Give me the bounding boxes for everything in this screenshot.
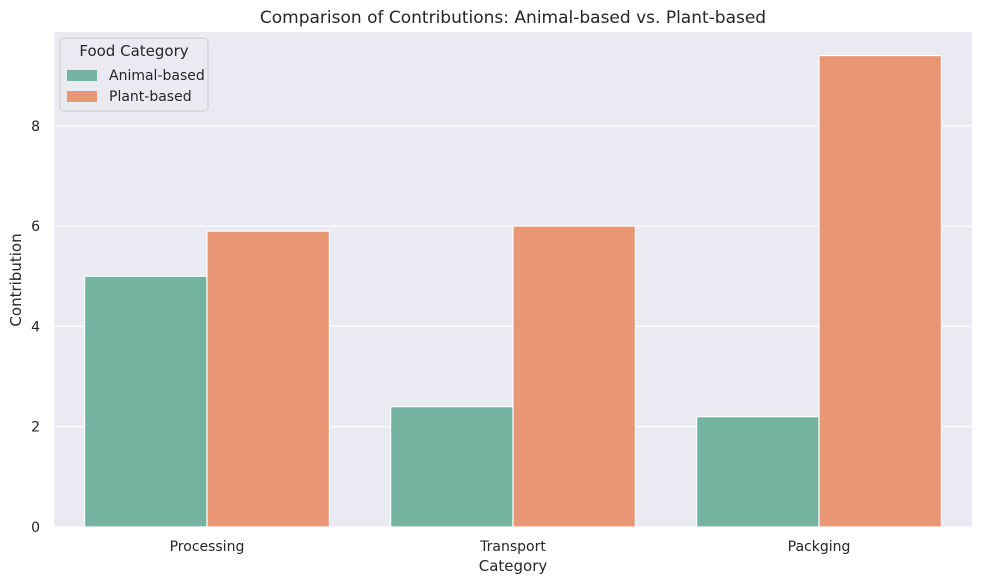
y-tick-label: 0 <box>31 520 40 536</box>
bar-animal-based-processing <box>83 275 208 528</box>
legend-label-plant-based: Plant-based <box>109 89 192 105</box>
y-tick-label: 6 <box>31 219 40 235</box>
legend-swatch-plant-based <box>67 91 97 102</box>
bar-plant-based-transport <box>512 225 637 528</box>
bar-animal-based-transport <box>390 406 514 528</box>
x-axis-ticks: Processing Transport Packging <box>170 539 851 555</box>
bar-plant-based-packging <box>818 54 943 528</box>
legend-swatch-animal-based <box>67 70 97 81</box>
y-axis-label: Contribution <box>7 233 25 326</box>
x-tick-label: Packging <box>788 539 851 555</box>
x-axis-label: Category <box>479 557 548 575</box>
y-tick-label: 8 <box>31 119 40 135</box>
bar-animal-based-packging <box>695 416 820 528</box>
chart-title: Comparison of Contributions: Animal-base… <box>260 8 766 28</box>
y-tick-label: 4 <box>31 319 40 335</box>
x-tick-label: Transport <box>479 539 546 555</box>
y-tick-label: 2 <box>31 420 40 436</box>
legend-title: Food Category <box>79 42 188 60</box>
y-axis-ticks: 0 2 4 6 8 <box>31 119 40 536</box>
bars <box>83 54 943 528</box>
x-tick-label: Processing <box>170 539 245 555</box>
legend-label-animal-based: Animal-based <box>109 68 205 84</box>
legend: Food Category Animal-based Plant-based <box>59 37 209 112</box>
bar-plant-based-processing <box>206 230 331 528</box>
